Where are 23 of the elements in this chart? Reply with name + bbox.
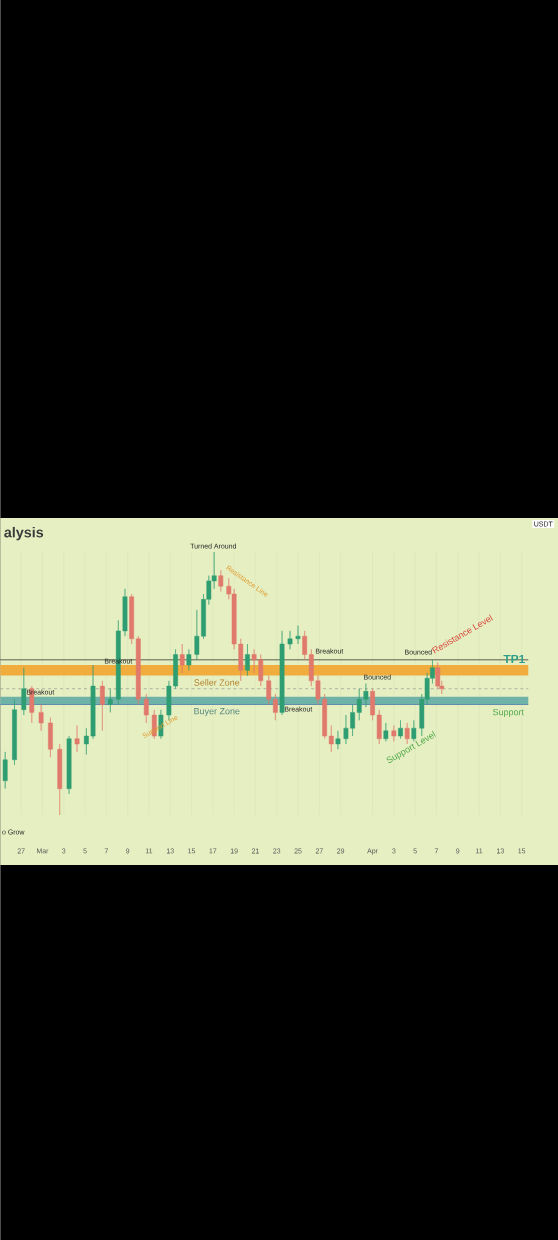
band-label: Buyer Zone [194,708,240,717]
chart-title: alysis [4,526,43,541]
candlestick [129,593,134,645]
candlestick [279,630,285,716]
candlestick [302,630,307,661]
candlestick [266,675,271,705]
band-label: Seller Zone [194,679,240,686]
candlestick [397,720,403,739]
annotation: TP1 [503,654,525,664]
candlestick [107,688,113,713]
candlestick [391,725,397,742]
candlestick [328,725,334,753]
candlestick [135,635,141,705]
candlestick [383,722,389,742]
candlestick [411,720,417,742]
candlestick [287,630,293,650]
annotation: Support [492,708,524,718]
candlestick [218,570,224,592]
candlestick [335,730,341,750]
candlestick [404,722,410,745]
candlestick [295,625,301,645]
candlestick [244,643,250,676]
candlestick [99,680,105,732]
